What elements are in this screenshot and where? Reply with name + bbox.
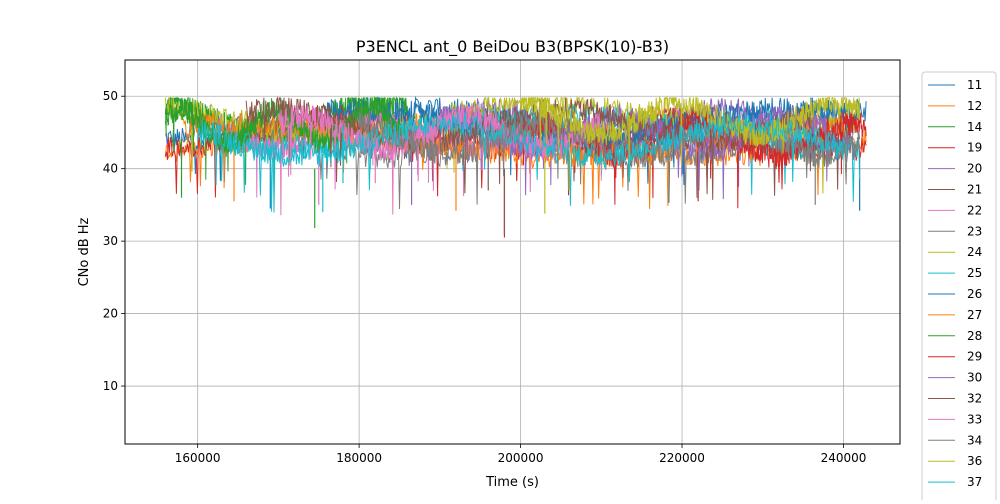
y-tick-label: 20 bbox=[103, 307, 118, 321]
legend-label: 23 bbox=[967, 224, 982, 238]
legend-label: 20 bbox=[967, 162, 982, 176]
x-tick-label: 200000 bbox=[498, 451, 544, 465]
y-tick-label: 50 bbox=[103, 89, 118, 103]
legend-label: 32 bbox=[967, 392, 982, 406]
legend-label: 37 bbox=[967, 475, 982, 489]
series-34 bbox=[358, 111, 861, 205]
legend-box bbox=[921, 71, 997, 504]
series-37 bbox=[197, 111, 844, 212]
series-line-34 bbox=[358, 111, 861, 205]
legend-label: 30 bbox=[967, 371, 982, 385]
legend-label: 34 bbox=[967, 433, 982, 447]
legend-label: 11 bbox=[967, 78, 982, 92]
x-tick-label: 160000 bbox=[175, 451, 221, 465]
y-axis-label: CNo dB Hz bbox=[77, 217, 92, 286]
x-tick-label: 180000 bbox=[336, 451, 382, 465]
y-tick-label: 40 bbox=[103, 162, 118, 176]
series-line-36 bbox=[520, 95, 861, 182]
series-28 bbox=[164, 97, 409, 198]
legend-label: 14 bbox=[967, 120, 982, 134]
x-tick-label: 240000 bbox=[821, 451, 867, 465]
legend-label: 36 bbox=[967, 454, 982, 468]
tick-layer: 160000 180000 200000 220000 240000 10 20 30 40 50 bbox=[103, 89, 867, 465]
legend-label: 26 bbox=[967, 287, 982, 301]
x-tick-label: 220000 bbox=[659, 451, 705, 465]
series-line-28 bbox=[164, 97, 409, 180]
plot-frame bbox=[124, 59, 901, 445]
y-tick-label: 30 bbox=[103, 234, 118, 248]
series-line-32 bbox=[245, 96, 812, 200]
legend-label: 25 bbox=[967, 266, 982, 280]
legend-label: 28 bbox=[967, 329, 982, 343]
legend-label: 24 bbox=[967, 245, 982, 259]
series-layer bbox=[164, 95, 867, 238]
legend-label: 29 bbox=[967, 350, 982, 364]
x-axis-label: Time (s) bbox=[485, 475, 539, 490]
y-tick-label: 10 bbox=[103, 379, 118, 393]
legend-label: 33 bbox=[967, 412, 982, 426]
legend: 11 12 14 19 20 21 22 23 24 25 26 27 28 29 30 32 33 34 36 37 bbox=[921, 71, 997, 504]
series-line-33 bbox=[277, 104, 602, 215]
legend-label: 27 bbox=[967, 308, 982, 322]
chart-title: P3ENCL ant_0 BeiDou B3(BPSK(10)-B3) bbox=[356, 37, 669, 57]
series-line-37 bbox=[197, 111, 844, 212]
series-33 bbox=[277, 104, 602, 215]
legend-label: 19 bbox=[967, 141, 982, 155]
legend-label: 21 bbox=[967, 183, 982, 197]
legend-label: 22 bbox=[967, 203, 982, 217]
legend-label: 12 bbox=[967, 99, 982, 113]
